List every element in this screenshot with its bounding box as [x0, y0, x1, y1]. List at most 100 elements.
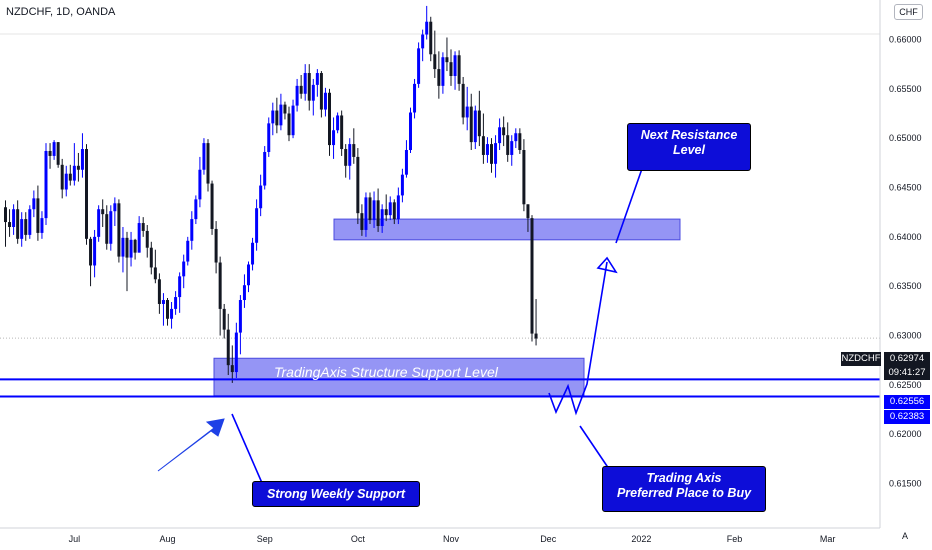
candle: [340, 110, 344, 156]
currency-button[interactable]: CHF: [894, 4, 923, 20]
y-tick-label: 0.63500: [889, 281, 922, 291]
callout-next-resistance: Next Resistance Level: [627, 123, 751, 171]
candle: [417, 42, 421, 88]
candle: [510, 135, 514, 166]
candle: [348, 138, 352, 180]
candle: [109, 205, 113, 251]
candle-body: [315, 73, 319, 85]
candle: [295, 78, 299, 112]
candle: [380, 204, 384, 233]
candle: [68, 164, 72, 186]
candle: [388, 196, 392, 221]
candle-body: [413, 83, 417, 113]
support-zone: [213, 357, 585, 397]
y-tick-label: 0.64500: [889, 183, 922, 193]
auto-scale-button[interactable]: A: [902, 531, 909, 541]
candle-body: [255, 208, 259, 243]
pointer-arrow-support: [157, 418, 225, 472]
candle: [429, 16, 433, 62]
x-tick-label: Dec: [540, 534, 557, 544]
candle: [392, 199, 396, 225]
candle: [137, 216, 141, 253]
candle: [24, 212, 28, 241]
candle: [125, 231, 129, 292]
candle-body: [20, 219, 24, 239]
callout-preferred-buy: Trading Axis Preferred Place to Buy: [602, 466, 766, 512]
candle: [174, 291, 178, 315]
candle-body: [336, 115, 340, 131]
candle: [52, 140, 56, 160]
candle-body: [392, 202, 396, 220]
candle: [376, 188, 380, 232]
candle-body: [417, 48, 421, 84]
candle-body: [190, 219, 194, 241]
candle: [311, 78, 315, 116]
candle: [149, 241, 153, 275]
candle: [36, 185, 40, 241]
candle: [230, 345, 234, 383]
candle-body: [271, 110, 275, 124]
y-tick-label: 0.63000: [889, 331, 922, 341]
symbol-header: NZDCHF, 1D, OANDA: [6, 6, 116, 18]
candle: [16, 200, 20, 244]
candle-body: [36, 198, 40, 233]
candle-body: [332, 130, 336, 146]
candle: [161, 293, 165, 326]
x-tick-label: Feb: [727, 534, 743, 544]
candle-body: [275, 110, 279, 126]
candle: [48, 143, 52, 169]
candle-body: [206, 143, 210, 184]
candle-body: [530, 218, 534, 334]
candle: [40, 211, 44, 239]
resistance-zone: [333, 218, 681, 241]
candle: [502, 116, 506, 147]
candle-body: [263, 151, 267, 186]
candle: [336, 112, 340, 134]
x-tick-label: Oct: [351, 534, 366, 544]
last-price-symbol-tag: NZDCHF: [841, 352, 881, 366]
candle-body: [319, 73, 323, 110]
candle: [12, 204, 16, 235]
candle-body: [48, 150, 52, 156]
candle-body: [372, 200, 376, 221]
projected-path-arrowhead: [596, 256, 618, 274]
candle-body: [202, 143, 206, 170]
candle: [400, 168, 404, 203]
candle-body: [64, 173, 68, 190]
candle: [206, 139, 210, 192]
candle: [506, 122, 510, 162]
last-price-value: 0.62974: [884, 352, 930, 366]
candle-body: [469, 106, 473, 143]
candle: [279, 93, 283, 131]
candle-body: [85, 149, 88, 239]
candle-body: [226, 329, 230, 366]
x-tick-label: 2022: [631, 534, 651, 544]
candle: [97, 205, 101, 242]
candle: [494, 135, 498, 178]
candle-body: [498, 127, 502, 144]
y-tick-label: 0.61500: [889, 479, 922, 489]
candle-body: [368, 197, 372, 221]
candle-body: [437, 69, 441, 86]
x-tick-label: Jul: [69, 534, 81, 544]
candle-body: [409, 112, 412, 151]
candle-body: [449, 62, 453, 76]
candle: [72, 143, 76, 186]
candle-body: [465, 106, 469, 118]
candle: [271, 102, 275, 136]
candle-body: [32, 198, 36, 210]
candle: [384, 194, 388, 222]
candle: [283, 101, 287, 120]
x-tick-label: Mar: [820, 534, 836, 544]
candle-body: [44, 150, 48, 219]
y-tick-label: 0.62500: [889, 380, 922, 390]
candle: [251, 237, 255, 271]
candle: [263, 146, 267, 190]
candles: [4, 5, 538, 383]
y-tick-label: 0.65000: [889, 133, 922, 143]
candle: [275, 97, 279, 134]
callout-preferred-buy-line1: Trading Axis: [646, 471, 722, 485]
candle-body: [242, 285, 246, 301]
candle-body: [485, 144, 489, 155]
